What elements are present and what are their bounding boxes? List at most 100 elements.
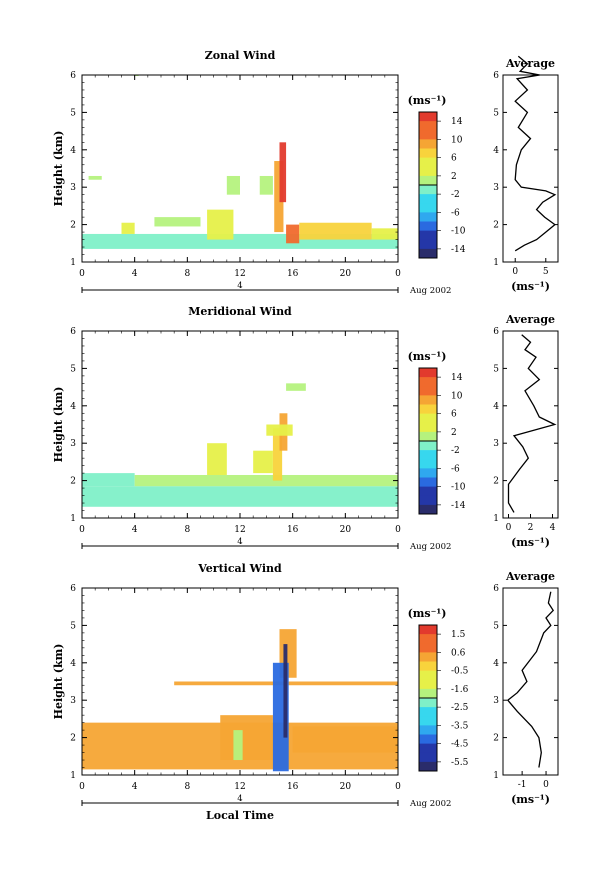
colorbar-segment xyxy=(419,395,437,405)
profile-title: Average xyxy=(505,570,555,583)
colorbar-tick-label: 6 xyxy=(451,410,457,420)
y-axis-label: Height (km) xyxy=(52,644,65,720)
colorbar-segment xyxy=(419,688,437,699)
field-patch xyxy=(154,217,201,227)
profile-frame xyxy=(502,330,559,519)
profile-y-tick-label: 1 xyxy=(493,771,499,781)
field-patch xyxy=(207,443,227,475)
colorbar-tick-label: 0.6 xyxy=(451,648,466,658)
y-axis-label: Height (km) xyxy=(52,387,65,463)
colorbar-segment xyxy=(419,670,437,681)
x-tick-label: 4 xyxy=(132,269,138,279)
x-tick-label: 0 xyxy=(395,269,401,279)
colorbar-tick-label: -10 xyxy=(451,483,466,493)
colorbar-tick-label: 2 xyxy=(451,428,457,438)
colorbar-segment xyxy=(419,625,437,635)
field-patch xyxy=(283,644,288,738)
x-tick-label: 0 xyxy=(79,269,85,279)
profile-y-tick-label: 1 xyxy=(493,258,499,268)
colorbar-segment xyxy=(419,148,437,159)
x-tick-label: 12 xyxy=(234,782,245,792)
colorbar-segment xyxy=(419,139,437,149)
field-patch xyxy=(82,473,135,487)
date-label: 4 xyxy=(237,281,242,291)
date-label: 4 xyxy=(237,537,242,547)
colorbar-segment xyxy=(419,698,437,708)
profile-y-tick-label: 5 xyxy=(493,364,499,374)
y-axis-label: Height (km) xyxy=(52,131,65,207)
field-patch xyxy=(272,428,283,481)
profile-y-tick-label: 2 xyxy=(493,221,499,231)
colorbar-segment xyxy=(419,112,437,122)
x-tick-label: 8 xyxy=(184,269,190,279)
x-tick-label: 0 xyxy=(79,525,85,535)
field-patch xyxy=(286,224,300,244)
colorbar-tick-label: 1.5 xyxy=(451,630,466,640)
colorbar-segment xyxy=(419,175,437,186)
field-patch xyxy=(299,222,372,240)
y-tick-label: 2 xyxy=(70,221,76,231)
colorbar-segment xyxy=(419,752,437,763)
profile-y-tick-label: 4 xyxy=(493,146,499,156)
colorbar-tick-label: -10 xyxy=(451,227,466,237)
profile-x-tick-label: -1 xyxy=(518,780,527,790)
x-tick-label: 4 xyxy=(132,525,138,535)
profile-x-label: (ms⁻¹) xyxy=(511,793,550,806)
y-tick-label: 6 xyxy=(70,71,76,81)
colorbar-tick-label: -0.5 xyxy=(451,667,469,677)
profile-line xyxy=(514,55,557,252)
profile-y-tick-label: 4 xyxy=(493,659,499,669)
y-tick-label: 6 xyxy=(70,584,76,594)
field-patch xyxy=(207,209,234,240)
panel-title: Vertical Wind xyxy=(197,562,282,575)
colorbar-tick-label: -2.5 xyxy=(451,703,469,713)
field-patch xyxy=(371,228,398,240)
colorbar-segment xyxy=(419,230,437,241)
profile-y-tick-label: 3 xyxy=(493,439,499,449)
colorbar-tick-label: -6 xyxy=(451,464,460,474)
y-tick-label: 2 xyxy=(70,477,76,487)
field-patch xyxy=(82,486,398,507)
y-tick-label: 1 xyxy=(70,771,76,781)
colorbar-segment xyxy=(419,248,437,259)
profile-title: Average xyxy=(505,313,555,326)
y-tick-label: 3 xyxy=(70,183,76,193)
y-tick-label: 5 xyxy=(70,364,76,374)
y-tick-label: 3 xyxy=(70,696,76,706)
x-tick-label: 20 xyxy=(340,525,352,535)
field-patch xyxy=(279,142,287,203)
y-tick-label: 3 xyxy=(70,439,76,449)
colorbar-segment xyxy=(419,166,437,177)
field-patch xyxy=(292,726,398,753)
field-patch xyxy=(226,175,240,195)
field-patch xyxy=(134,474,398,487)
x-tick-label: 8 xyxy=(184,525,190,535)
colorbar-unit: (ms⁻¹) xyxy=(408,607,447,620)
panel-title: Zonal Wind xyxy=(205,49,276,62)
colorbar-segment xyxy=(419,634,437,644)
colorbar-segment xyxy=(419,130,437,140)
colorbar-tick-label: 14 xyxy=(451,373,463,383)
colorbar-segment xyxy=(419,221,437,232)
colorbar-segment xyxy=(419,734,437,745)
x-tick-label: 0 xyxy=(395,782,401,792)
profile-line xyxy=(506,591,555,768)
x-tick-label: 0 xyxy=(395,525,401,535)
field-patch xyxy=(88,175,102,180)
colorbar-tick-label: 10 xyxy=(451,391,463,401)
colorbar-segment xyxy=(419,504,437,515)
profile-y-tick-label: 6 xyxy=(493,71,499,81)
colorbar-tick-label: 6 xyxy=(451,154,457,164)
colorbar-segment xyxy=(419,661,437,672)
x-tick-label: 4 xyxy=(132,782,138,792)
colorbar-segment xyxy=(419,679,437,690)
profile-y-tick-label: 4 xyxy=(493,402,499,412)
colorbar-segment xyxy=(419,477,437,488)
date-label: 4 xyxy=(237,794,242,804)
field-patch xyxy=(233,730,243,761)
x-tick-label: 20 xyxy=(340,269,352,279)
colorbar-segment xyxy=(419,743,437,754)
field-patch xyxy=(274,161,284,233)
profile-y-tick-label: 2 xyxy=(493,477,499,487)
